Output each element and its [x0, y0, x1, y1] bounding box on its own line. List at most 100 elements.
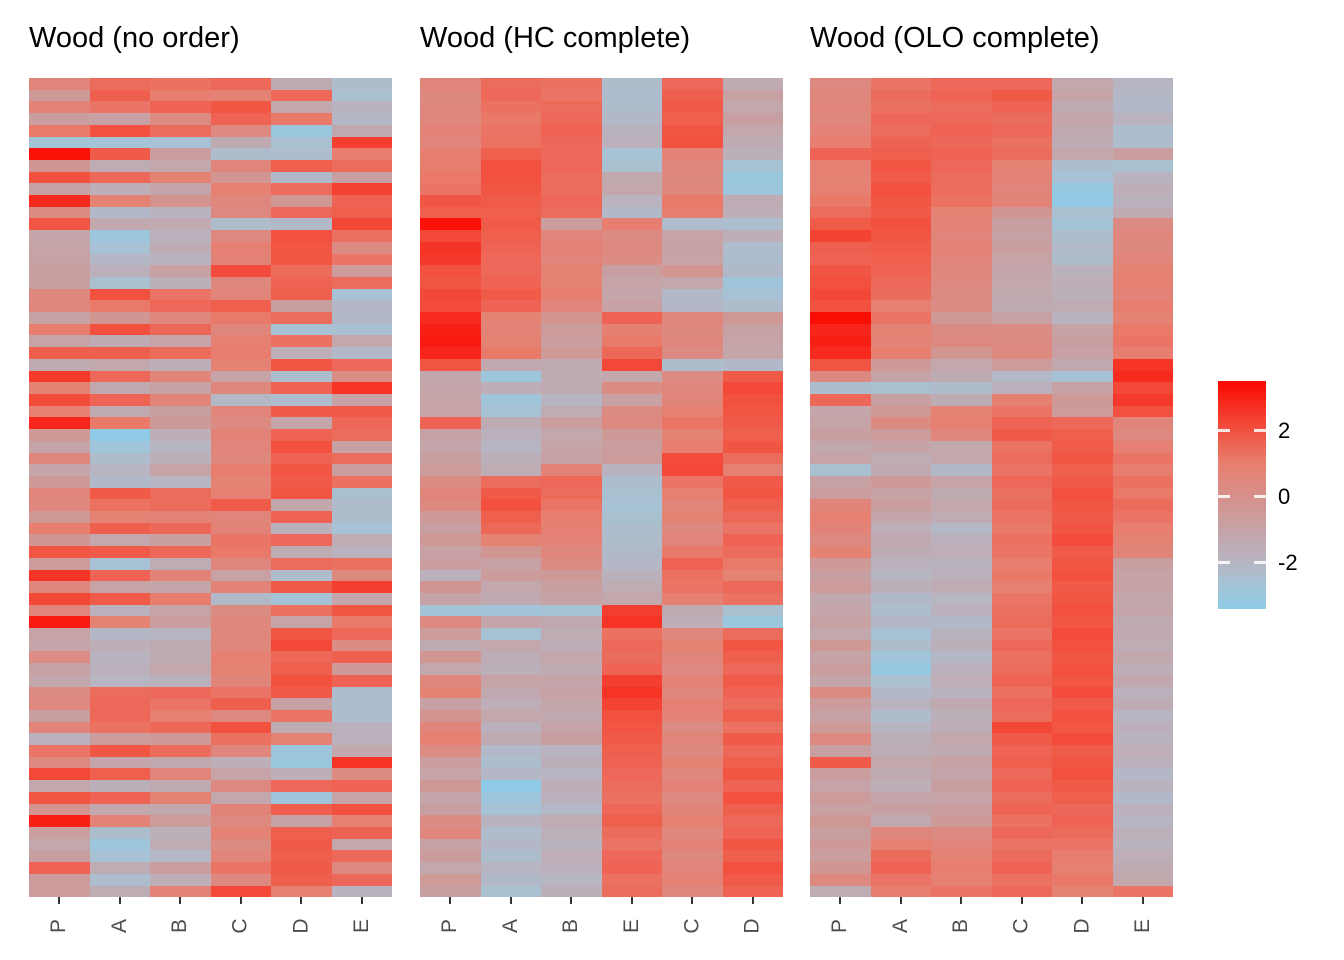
heatmap-cell — [29, 148, 90, 160]
heatmap-row — [420, 651, 783, 664]
heatmap-cell — [89, 265, 150, 277]
heatmap-cell — [1052, 791, 1113, 804]
heatmap-cell — [1052, 663, 1113, 675]
heatmap-cell — [210, 335, 271, 348]
x-axis-tick — [839, 897, 842, 904]
heatmap-cell — [150, 475, 211, 488]
heatmap-cell — [271, 288, 332, 301]
heatmap-cell — [931, 721, 992, 734]
heatmap-cell — [662, 464, 723, 476]
heatmap-row — [420, 382, 783, 394]
heatmap-cell — [150, 639, 211, 652]
heatmap-cell — [271, 592, 332, 605]
heatmap-cell — [541, 288, 602, 301]
heatmap-cell — [1052, 534, 1113, 547]
x-axis-tick — [899, 897, 902, 904]
heatmap-cell — [870, 183, 931, 196]
heatmap-cell — [210, 206, 271, 219]
heatmap-row — [420, 487, 783, 500]
heatmap-cell — [420, 803, 481, 816]
heatmap-cell — [931, 183, 992, 196]
heatmap-row — [420, 148, 783, 160]
heatmap-cell — [870, 709, 931, 722]
heatmap-cell — [150, 733, 211, 746]
heatmap-cell — [991, 745, 1052, 757]
heatmap-cell — [991, 499, 1052, 512]
heatmap-cell — [601, 604, 662, 617]
heatmap-cell — [722, 464, 783, 476]
heatmap-row — [810, 581, 1173, 593]
heatmap-cell — [722, 663, 783, 675]
heatmap-cell — [810, 534, 871, 547]
heatmap-cell — [722, 183, 783, 196]
heatmap-cell — [29, 756, 90, 769]
heatmap-cell — [29, 803, 90, 816]
heatmap-cell — [541, 382, 602, 394]
heatmap-cell — [480, 405, 541, 418]
heatmap-cell — [870, 686, 931, 699]
heatmap-cell — [1112, 745, 1173, 757]
heatmap-cell — [541, 101, 602, 114]
heatmap-cell — [870, 745, 931, 757]
heatmap-cell — [991, 323, 1052, 336]
heatmap-cell — [331, 323, 392, 336]
heatmap-cell — [1112, 183, 1173, 196]
heatmap-cell — [810, 768, 871, 781]
heatmap-cell — [480, 827, 541, 839]
heatmap-cell — [810, 674, 871, 687]
heatmap-row — [29, 487, 392, 500]
heatmap-cell — [662, 171, 723, 184]
heatmap-cell — [89, 698, 150, 710]
heatmap-cell — [601, 78, 662, 90]
heatmap-cell — [1052, 885, 1113, 898]
heatmap-cell — [150, 745, 211, 757]
heatmap-row — [420, 721, 783, 734]
heatmap-cell — [210, 487, 271, 500]
heatmap-cell — [150, 347, 211, 359]
heatmap-cell — [210, 639, 271, 652]
heatmap-cell — [89, 674, 150, 687]
heatmap-cell — [810, 405, 871, 418]
heatmap-row — [29, 417, 392, 430]
heatmap-cell — [1112, 780, 1173, 792]
heatmap-cell — [210, 276, 271, 289]
heatmap-cell — [541, 230, 602, 242]
heatmap-cell — [931, 335, 992, 348]
heatmap-cell — [1112, 581, 1173, 593]
heatmap-cell — [210, 768, 271, 781]
heatmap-cell — [150, 838, 211, 851]
heatmap-cell — [480, 323, 541, 336]
heatmap-row — [420, 546, 783, 558]
heatmap-cell — [1052, 756, 1113, 769]
heatmap-cell — [931, 616, 992, 629]
heatmap-cell — [991, 347, 1052, 359]
heatmap-cell — [601, 499, 662, 512]
heatmap-cell — [1052, 511, 1113, 523]
heatmap-cell — [89, 791, 150, 804]
heatmap-cell — [331, 803, 392, 816]
heatmap-cell — [331, 639, 392, 652]
heatmap-row — [420, 709, 783, 722]
heatmap-cell — [420, 827, 481, 839]
heatmap-cell — [1052, 312, 1113, 324]
x-axis-label: C — [228, 918, 252, 934]
heatmap-cell — [1052, 838, 1113, 851]
heatmap-row — [420, 253, 783, 266]
heatmap-cell — [662, 276, 723, 289]
heatmap-row — [29, 534, 392, 547]
heatmap-cell — [722, 686, 783, 699]
heatmap-cell — [870, 475, 931, 488]
heatmap-row — [29, 745, 392, 757]
heatmap-row — [810, 569, 1173, 582]
heatmap-cell — [991, 557, 1052, 570]
heatmap-cell — [89, 312, 150, 324]
heatmap-cell — [420, 347, 481, 359]
heatmap-cell — [722, 838, 783, 851]
heatmap-cell — [1112, 639, 1173, 652]
heatmap-cell — [722, 265, 783, 277]
heatmap-cell — [601, 195, 662, 207]
heatmap-cell — [89, 195, 150, 207]
heatmap-cell — [150, 393, 211, 406]
heatmap-cell — [662, 241, 723, 254]
heatmap-cell — [662, 323, 723, 336]
